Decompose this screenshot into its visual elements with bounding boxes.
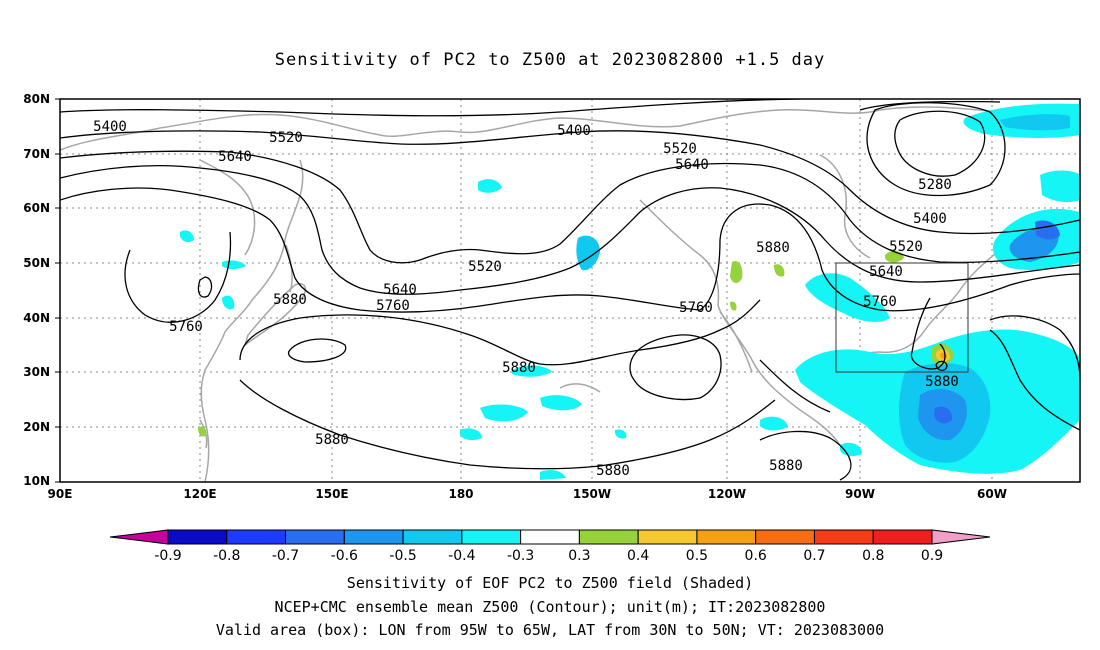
lat-label-30n: 30N — [23, 365, 50, 379]
contour-label: 5640 — [869, 264, 903, 280]
colorbar-tick-label: 0.6 — [745, 548, 767, 564]
contour-label: 5400 — [93, 119, 127, 135]
z500-contours — [60, 99, 1080, 481]
valid-area-box — [835, 262, 969, 373]
colorbar-swatch — [813, 529, 874, 545]
colorbar-tick-label: 0.8 — [862, 548, 884, 564]
colorbar-swatch — [167, 529, 228, 545]
contour-label: 5880 — [315, 432, 349, 448]
lat-label-10n: 10N — [23, 474, 50, 488]
lon-label-90w: 90W — [845, 487, 875, 501]
map-frame — [59, 98, 1081, 483]
colorbar-tick-label: 0.4 — [627, 548, 649, 564]
lat-label-60n: 60N — [23, 201, 50, 215]
colorbar-swatch — [461, 529, 522, 545]
colorbar-tick-label: -0.4 — [448, 548, 475, 564]
contour-label: 5640 — [383, 282, 417, 298]
colorbar-swatch — [755, 529, 815, 545]
colorbar-tick-label: -0.3 — [507, 548, 534, 564]
caption-line-1: Sensitivity of EOF PC2 to Z500 field (Sh… — [346, 574, 754, 592]
colorbar-tick-label: -0.9 — [154, 548, 181, 564]
colorbar-high-arrow — [931, 529, 991, 545]
contour-label: 5640 — [675, 157, 709, 173]
contour-label: 5880 — [502, 360, 536, 376]
lat-label-70n: 70N — [23, 147, 50, 161]
colorbar: -0.9 -0.8 -0.7 -0.6 -0.5 -0.4 -0.3 0.3 0.4 0.5 0.6… — [109, 529, 991, 564]
colorbar-swatch — [578, 529, 639, 545]
colorbar-low-arrow — [109, 529, 169, 545]
contour-label: 5880 — [756, 240, 790, 256]
contour-label: 5520 — [468, 259, 502, 275]
lat-label-50n: 50N — [23, 256, 50, 270]
map-ticks — [55, 98, 60, 483]
colorbar-tick-label: 0.3 — [568, 548, 590, 564]
colorbar-tick-label: -0.8 — [213, 548, 240, 564]
contour-label: 5520 — [889, 239, 923, 255]
colorbar-tick-label: -0.7 — [272, 548, 299, 564]
contour-label: 5760 — [863, 294, 897, 310]
lon-label-150w: 150W — [572, 487, 612, 501]
colorbar-swatch — [402, 529, 463, 545]
contour-label: 5400 — [913, 211, 947, 227]
lat-label-40n: 40N — [23, 311, 50, 325]
caption-line-2: NCEP+CMC ensemble mean Z500 (Contour); u… — [274, 598, 826, 616]
contour-label: 5640 — [218, 149, 252, 165]
colorbar-swatch — [226, 529, 287, 545]
lat-label-80n: 80N — [23, 92, 50, 106]
contour-label: 5520 — [663, 141, 697, 157]
lon-label-180: 180 — [448, 487, 474, 501]
colorbar-swatch — [872, 529, 933, 545]
lon-label-120w: 120W — [707, 487, 747, 501]
colorbar-tick-label: -0.6 — [331, 548, 358, 564]
contour-label: 5520 — [269, 130, 303, 146]
colorbar-swatch — [343, 529, 404, 545]
lon-label-60w: 60W — [977, 487, 1007, 501]
colorbar-swatch — [637, 529, 698, 545]
caption-line-3: Valid area (box): LON from 95W to 65W, L… — [215, 621, 885, 639]
contour-label: 5400 — [557, 123, 591, 139]
contour-label: 5880 — [925, 374, 959, 390]
contour-label: 5760 — [169, 319, 203, 335]
colorbar-tick-label: 0.5 — [686, 548, 708, 564]
colorbar-tick-label: 0.7 — [803, 548, 825, 564]
contour-label: 5280 — [918, 177, 952, 193]
contour-label: 5880 — [273, 292, 307, 308]
lon-label-150e: 150E — [315, 487, 349, 501]
colorbar-tick-label: 0.9 — [921, 548, 943, 564]
plot-title: Sensitivity of PC2 to Z500 at 2023082800… — [274, 50, 826, 70]
colorbar-swatch — [696, 529, 757, 545]
contour-label: 5880 — [596, 463, 630, 479]
colorbar-tick-label: -0.5 — [389, 548, 416, 564]
colorbar-swatch — [520, 529, 580, 545]
lon-label-90e: 90E — [47, 487, 73, 501]
lon-label-120e: 120E — [183, 487, 217, 501]
contour-label: 5880 — [769, 458, 803, 474]
colorbar-swatch — [285, 529, 345, 545]
contour-label: 5760 — [376, 298, 410, 314]
contour-label: 5760 — [679, 300, 713, 316]
lat-label-20n: 20N — [23, 420, 50, 434]
sensitivity-shading — [180, 103, 1080, 480]
